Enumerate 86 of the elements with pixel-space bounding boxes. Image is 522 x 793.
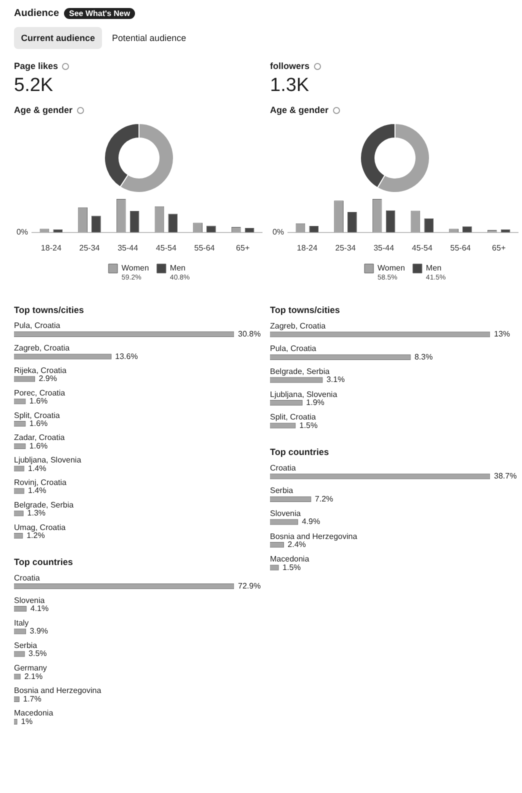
- data-label: 1%: [21, 716, 33, 726]
- text: 0%: [16, 228, 28, 237]
- data-label: 7.2%: [314, 494, 334, 504]
- y-tick-label: Zagreb, Croatia: [270, 321, 326, 330]
- y-tick-label: Croatia: [14, 573, 40, 582]
- data-label: 30.8%: [238, 329, 261, 338]
- data-label: 1.5%: [282, 562, 301, 572]
- data-label: 4.9%: [302, 517, 320, 526]
- y-tick-label: Umag, Croatia: [14, 522, 66, 532]
- data-label: 1.2%: [26, 531, 45, 540]
- y-tick-label: Belgrade, Serbia: [270, 367, 330, 376]
- data-label: 1.4%: [28, 486, 46, 496]
- legend-label: Women: [122, 264, 149, 273]
- y-tick-label: Macedonia: [270, 554, 310, 564]
- data-label: 38.7%: [494, 472, 517, 481]
- data-label: 3.1%: [326, 375, 345, 384]
- y-tick-label: Rijeka, Croatia: [14, 366, 68, 375]
- data-label: 3.5%: [28, 649, 47, 658]
- chart-title: Top countries: [270, 447, 330, 457]
- x-tick-label: 65+: [492, 243, 506, 252]
- data-label: 2.9%: [38, 374, 57, 384]
- y-tick-label: Rovinj, Croatia: [14, 478, 68, 487]
- chart-title: Top towns/cities: [270, 305, 341, 315]
- data-label: 1.6%: [29, 419, 48, 428]
- x-tick-label: 45-54: [412, 243, 433, 252]
- legend-label: Men: [170, 264, 186, 273]
- text: 1.3K: [270, 75, 310, 97]
- y-tick-label: Split, Croatia: [14, 410, 60, 420]
- text: Current audience: [14, 27, 102, 49]
- data-label: 1.6%: [29, 396, 48, 406]
- text: Page likes: [14, 61, 58, 71]
- text: See What's New: [64, 8, 136, 19]
- y-tick-label: Slovenia: [270, 509, 302, 518]
- data-label: 8.3%: [414, 352, 433, 362]
- y-tick-label: Pula, Croatia: [270, 344, 317, 354]
- chart-title: Age & gender: [270, 105, 329, 115]
- y-tick-label: Bosnia and Herzegovina: [14, 686, 102, 696]
- y-tick-label: Bosnia and Herzegovina: [270, 532, 358, 541]
- data-label: 2.4%: [288, 540, 306, 550]
- legend-label: Women: [378, 264, 405, 273]
- data-label: 1.6%: [29, 441, 48, 450]
- x-tick-label: 25-34: [79, 243, 100, 252]
- data-label: 3.9%: [30, 626, 48, 636]
- data-label: 13%: [494, 330, 510, 339]
- text: followers: [270, 61, 310, 71]
- legend-label: Men: [426, 264, 442, 273]
- chart-title: Top countries: [14, 557, 74, 567]
- data-label: 1.3%: [27, 508, 46, 518]
- x-tick-label: 55-64: [450, 243, 472, 252]
- data-label: 1.9%: [306, 398, 324, 408]
- y-tick-label: Split, Croatia: [270, 412, 316, 422]
- y-tick-label: Italy: [14, 618, 29, 628]
- x-tick-label: 35-44: [374, 243, 395, 252]
- data-label: 1.4%: [28, 464, 46, 473]
- x-tick-label: 65+: [236, 243, 250, 252]
- chart-title: Top towns/cities: [14, 305, 85, 315]
- y-tick-label: Serbia: [14, 641, 38, 650]
- y-tick-label: Zadar, Croatia: [14, 433, 66, 442]
- y-tick-label: Macedonia: [14, 708, 54, 718]
- y-tick-label: Slovenia: [14, 596, 46, 605]
- x-tick-label: 55-64: [194, 243, 216, 252]
- data-label: 2.1%: [24, 672, 43, 681]
- data-label: 1.5%: [299, 420, 318, 430]
- y-tick-label: Croatia: [270, 463, 296, 472]
- data-label: 1.7%: [23, 694, 42, 704]
- y-tick-label: Germany: [14, 664, 47, 673]
- data-label: 72.9%: [238, 581, 261, 590]
- y-tick-label: Pula, Croatia: [14, 321, 61, 330]
- x-tick-label: 25-34: [335, 243, 356, 252]
- text: Potential audience: [111, 32, 188, 45]
- y-tick-label: Belgrade, Serbia: [14, 500, 74, 510]
- x-tick-label: 45-54: [156, 243, 177, 252]
- data-label: 13.6%: [115, 352, 138, 361]
- chart-title: Age & gender: [14, 105, 73, 115]
- y-tick-label: Ljubljana, Slovenia: [14, 456, 82, 465]
- text: 5.2K: [14, 75, 54, 97]
- y-tick-label: Porec, Croatia: [14, 388, 66, 398]
- x-tick-label: 18-24: [40, 243, 62, 252]
- x-tick-label: 35-44: [118, 243, 139, 252]
- y-tick-label: Zagreb, Croatia: [14, 344, 70, 353]
- x-tick-label: 18-24: [296, 243, 318, 252]
- data-label: 4.1%: [30, 604, 49, 614]
- y-tick-label: Serbia: [270, 486, 294, 496]
- text: Audience: [14, 8, 60, 19]
- y-tick-label: Ljubljana, Slovenia: [270, 390, 338, 399]
- text: 0%: [272, 228, 284, 237]
